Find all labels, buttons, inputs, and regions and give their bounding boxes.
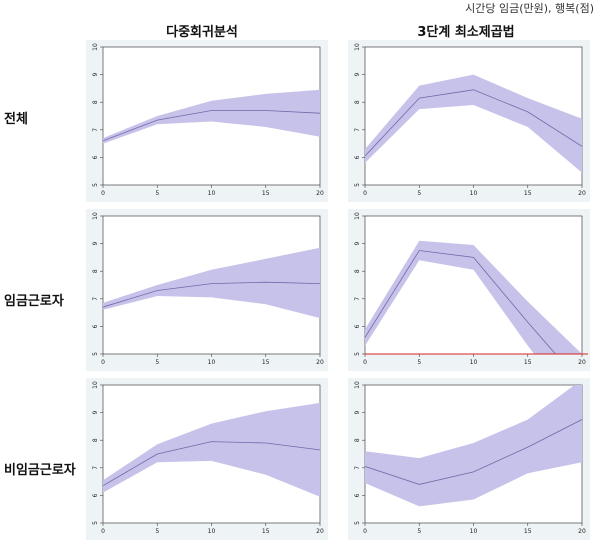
- x-tick-label: 20: [316, 528, 324, 535]
- x-tick-label: 10: [470, 359, 478, 366]
- y-tick-label: 6: [354, 324, 361, 328]
- mean-line: [365, 89, 582, 157]
- y-tick-label: 5: [354, 352, 361, 356]
- confidence-band: [365, 74, 582, 173]
- y-tick-label: 9: [354, 411, 361, 415]
- x-tick-label: 15: [262, 190, 270, 197]
- y-tick-label: 5: [92, 521, 99, 525]
- y-tick-label: 10: [354, 43, 361, 51]
- y-tick-label: 10: [92, 43, 99, 51]
- unit-note: 시간당 임금(만원), 행복(점): [465, 2, 594, 15]
- y-tick-label: 5: [92, 183, 99, 187]
- y-tick-label: 9: [92, 242, 99, 246]
- y-tick-label: 8: [92, 269, 99, 273]
- y-tick-label: 10: [354, 381, 361, 389]
- x-tick-label: 15: [524, 359, 532, 366]
- x-tick-label: 20: [578, 359, 586, 366]
- x-tick-label: 20: [578, 528, 586, 535]
- x-tick-label: 5: [155, 190, 159, 197]
- y-tick-label: 7: [354, 297, 361, 301]
- y-tick-label: 5: [354, 521, 361, 525]
- confidence-band: [103, 89, 320, 144]
- y-tick-label: 5: [354, 183, 361, 187]
- confidence-band: [365, 240, 582, 354]
- x-tick-label: 15: [262, 359, 270, 366]
- x-tick-label: 10: [470, 190, 478, 197]
- x-tick-label: 5: [417, 190, 421, 197]
- plot-content: [365, 385, 582, 507]
- plot-content: [365, 74, 582, 173]
- y-tick-label: 8: [354, 269, 361, 273]
- y-tick-label: 6: [354, 155, 361, 159]
- column-header-regression: 다중회귀분석: [166, 25, 238, 40]
- plot-content: [103, 247, 320, 319]
- y-tick-label: 7: [354, 128, 361, 132]
- x-tick-label: 0: [101, 190, 105, 197]
- x-tick-label: 0: [363, 528, 367, 535]
- x-tick-label: 0: [101, 528, 105, 535]
- y-tick-label: 7: [92, 128, 99, 132]
- plot-content: [103, 402, 320, 497]
- x-tick-label: 5: [155, 528, 159, 535]
- row-label-all: 전체: [4, 112, 28, 127]
- x-tick-label: 5: [417, 359, 421, 366]
- x-tick-label: 15: [524, 190, 532, 197]
- y-tick-label: 9: [92, 73, 99, 77]
- x-tick-label: 20: [316, 190, 324, 197]
- x-tick-label: 15: [262, 528, 270, 535]
- y-tick-label: 7: [354, 466, 361, 470]
- x-tick-label: 10: [208, 190, 216, 197]
- x-tick-label: 15: [524, 528, 532, 535]
- mean-line: [103, 441, 320, 487]
- row-label-non-wage-workers: 비임금근로자: [4, 463, 76, 478]
- x-tick-label: 10: [208, 528, 216, 535]
- x-tick-label: 0: [363, 359, 367, 366]
- confidence-band: [103, 247, 320, 319]
- x-tick-label: 20: [316, 359, 324, 366]
- column-header-3sls: 3단계 최소제곱법: [417, 25, 515, 40]
- x-tick-label: 10: [470, 528, 478, 535]
- confidence-band: [365, 385, 582, 507]
- y-tick-label: 6: [92, 493, 99, 497]
- y-tick-label: 5: [92, 352, 99, 356]
- y-tick-label: 9: [92, 411, 99, 415]
- y-tick-label: 6: [92, 324, 99, 328]
- mean-line: [365, 419, 582, 485]
- confidence-band: [103, 402, 320, 497]
- x-tick-label: 5: [155, 359, 159, 366]
- mean-line: [365, 250, 556, 354]
- mean-line: [103, 281, 320, 308]
- y-tick-label: 9: [354, 73, 361, 77]
- y-tick-label: 9: [354, 242, 361, 246]
- x-tick-label: 5: [417, 528, 421, 535]
- plot-content: [103, 89, 320, 144]
- y-tick-label: 10: [354, 212, 361, 220]
- y-tick-label: 8: [354, 100, 361, 104]
- y-tick-label: 7: [92, 297, 99, 301]
- y-tick-label: 6: [92, 155, 99, 159]
- y-tick-label: 8: [92, 100, 99, 104]
- mean-line: [103, 110, 320, 142]
- y-tick-label: 7: [92, 466, 99, 470]
- row-label-wage-workers: 임금근로자: [4, 294, 64, 309]
- y-tick-label: 10: [92, 381, 99, 389]
- x-tick-label: 20: [578, 190, 586, 197]
- y-tick-label: 8: [92, 438, 99, 442]
- y-tick-label: 10: [92, 212, 99, 220]
- x-tick-label: 10: [208, 359, 216, 366]
- y-tick-label: 6: [354, 493, 361, 497]
- y-tick-label: 8: [354, 438, 361, 442]
- x-tick-label: 0: [101, 359, 105, 366]
- plot-content: [365, 240, 582, 354]
- x-tick-label: 0: [363, 190, 367, 197]
